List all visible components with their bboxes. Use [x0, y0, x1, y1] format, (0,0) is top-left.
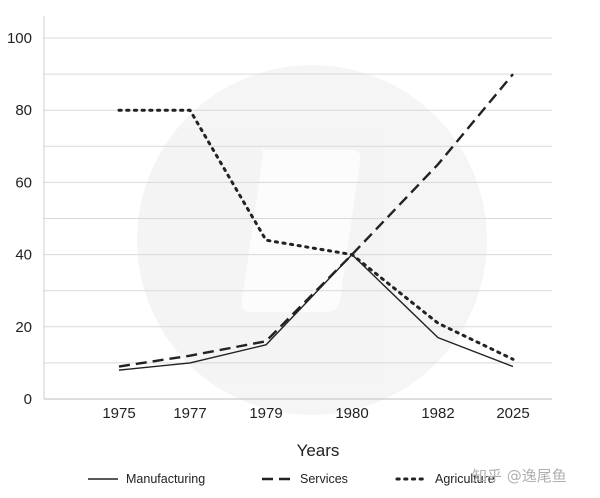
x-axis-label: Years	[297, 441, 340, 460]
x-tick-label: 2025	[496, 405, 529, 422]
legend-label-manufacturing: Manufacturing	[126, 472, 205, 486]
series-line-manufacturing	[118, 253, 514, 371]
x-tick-label: 1982	[421, 405, 454, 422]
x-tick-label: 1979	[249, 405, 282, 422]
y-tick-label: 20	[15, 319, 32, 336]
legend-label-services: Services	[300, 472, 348, 486]
y-tick-label: 80	[15, 102, 32, 119]
series-line-services	[118, 73, 514, 368]
series-lines	[117, 73, 515, 371]
x-tick-label: 1980	[335, 405, 368, 422]
y-tick-label: 100	[7, 30, 32, 47]
series-line-agriculture	[117, 108, 515, 361]
watermark-text: 知乎 @逸尾鱼	[472, 467, 567, 485]
x-tick-label: 1977	[173, 405, 206, 422]
x-axis-ticks: 1975 1977 1979 1980 1982 2025	[102, 405, 529, 422]
gridlines	[43, 16, 552, 400]
legend: Manufacturing Services Agriculture	[88, 472, 495, 486]
y-tick-label: 0	[24, 391, 32, 408]
x-tick-label: 1975	[102, 405, 135, 422]
y-tick-label: 60	[15, 174, 32, 191]
legend-label-agriculture: Agriculture	[435, 472, 495, 486]
background-logo-watermark	[137, 65, 487, 415]
y-axis-ticks: 0 20 40 60 80 100	[7, 30, 32, 408]
y-tick-label: 40	[15, 247, 32, 264]
